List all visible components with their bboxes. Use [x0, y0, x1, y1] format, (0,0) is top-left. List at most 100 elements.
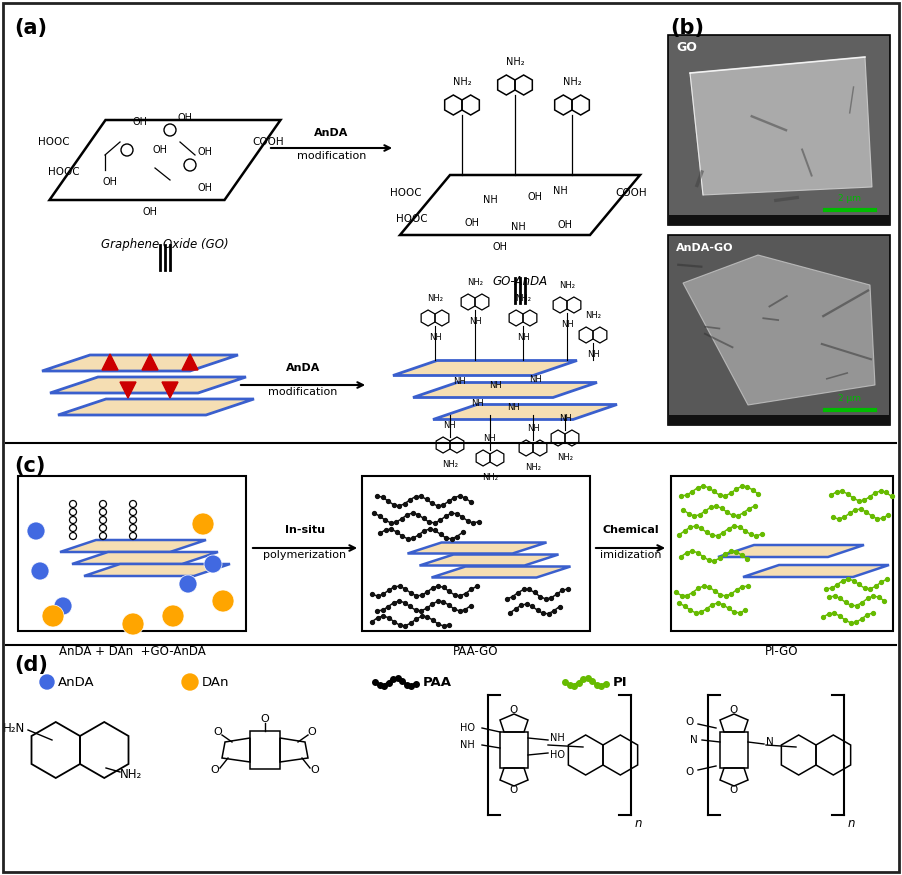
Text: Chemical: Chemical [603, 525, 658, 535]
Polygon shape [431, 566, 570, 578]
Text: NH₂: NH₂ [525, 463, 541, 472]
Polygon shape [413, 382, 597, 397]
Text: NH₂: NH₂ [120, 768, 143, 781]
Text: GO: GO [676, 41, 697, 54]
Text: NH₂: NH₂ [506, 57, 524, 67]
Text: NH: NH [489, 382, 502, 390]
Bar [668, 235, 890, 425]
Polygon shape [120, 382, 136, 398]
Text: HO: HO [550, 750, 565, 760]
Text: NH: NH [507, 403, 520, 412]
Text: O: O [308, 727, 317, 737]
Text: (b): (b) [670, 18, 704, 38]
Text: NH: NH [527, 424, 539, 433]
Circle shape [179, 575, 197, 593]
Text: PI: PI [613, 676, 628, 689]
Polygon shape [419, 555, 558, 565]
Bar [500, 732, 528, 768]
Text: n: n [635, 817, 642, 830]
Text: NH: NH [529, 375, 541, 384]
Circle shape [162, 605, 184, 627]
Text: modification: modification [268, 387, 337, 397]
Bar [362, 476, 590, 631]
Text: NH: NH [511, 222, 525, 232]
Text: HOOC: HOOC [39, 137, 70, 147]
Text: (c): (c) [14, 456, 45, 476]
Text: GO-AnDA: GO-AnDA [492, 275, 548, 288]
Text: AnDA: AnDA [286, 363, 320, 373]
Text: H₂N: H₂N [3, 722, 25, 734]
Polygon shape [102, 354, 118, 370]
Text: COOH: COOH [252, 137, 283, 147]
Text: OH: OH [133, 117, 148, 127]
Text: OH: OH [557, 220, 573, 230]
Text: 2 μm: 2 μm [839, 194, 861, 203]
Text: NH: NH [586, 350, 599, 359]
Text: NH₂: NH₂ [559, 281, 575, 290]
Text: NH₂: NH₂ [482, 473, 498, 482]
Polygon shape [718, 545, 864, 557]
Text: OH: OH [465, 218, 480, 228]
Text: NH: NH [483, 195, 497, 205]
Text: PI-GO: PI-GO [765, 645, 799, 658]
Text: (d): (d) [14, 655, 48, 675]
Text: OH: OH [528, 192, 542, 202]
Polygon shape [182, 354, 198, 370]
Text: NH: NH [428, 333, 441, 342]
Text: OH: OH [103, 177, 117, 187]
Text: imidization: imidization [600, 550, 661, 560]
Text: (a): (a) [14, 18, 47, 38]
Polygon shape [690, 57, 872, 195]
Text: OH: OH [178, 113, 192, 123]
Circle shape [31, 562, 49, 580]
Text: O: O [686, 717, 695, 727]
Text: O: O [261, 714, 270, 724]
Polygon shape [84, 564, 230, 576]
Text: NH: NH [553, 186, 567, 196]
Text: AnDA: AnDA [58, 676, 95, 689]
Text: OH: OH [492, 242, 508, 252]
Text: NH₂: NH₂ [557, 453, 573, 462]
Polygon shape [50, 120, 281, 200]
Circle shape [182, 674, 198, 690]
Circle shape [54, 597, 72, 615]
Circle shape [27, 522, 45, 540]
Text: Graphene Oxide (GO): Graphene Oxide (GO) [101, 238, 229, 251]
Text: NH: NH [558, 414, 571, 423]
Text: n: n [848, 817, 855, 830]
Circle shape [204, 555, 222, 573]
Polygon shape [142, 354, 158, 370]
Text: NH₂: NH₂ [453, 77, 472, 87]
Text: AnDA + DAn  +GO-AnDA: AnDA + DAn +GO-AnDA [59, 645, 206, 658]
Text: OH: OH [198, 147, 213, 157]
Text: HO: HO [460, 723, 475, 733]
Text: OH: OH [198, 183, 213, 193]
Text: N: N [690, 735, 698, 745]
Polygon shape [50, 377, 246, 393]
Polygon shape [683, 255, 875, 405]
Polygon shape [393, 360, 577, 375]
Text: NH: NH [460, 740, 475, 750]
Text: OH: OH [152, 145, 168, 155]
Text: NH₂: NH₂ [515, 294, 531, 303]
Text: polymerization: polymerization [263, 550, 346, 560]
Polygon shape [433, 404, 617, 419]
Text: COOH: COOH [615, 188, 647, 198]
Text: O: O [310, 765, 319, 775]
Text: O: O [211, 765, 219, 775]
Text: In-situ: In-situ [285, 525, 325, 535]
Text: NH: NH [454, 377, 466, 387]
Text: OH: OH [143, 207, 158, 217]
Text: AnDA: AnDA [314, 128, 349, 138]
Polygon shape [162, 382, 178, 398]
Bar [668, 415, 890, 425]
Text: modification: modification [297, 151, 366, 161]
Polygon shape [408, 542, 547, 554]
Text: NH: NH [471, 400, 483, 409]
Text: O: O [730, 705, 738, 715]
Text: N: N [766, 737, 774, 747]
Text: NH: NH [469, 317, 482, 326]
Text: HOOC: HOOC [396, 214, 428, 224]
Polygon shape [60, 540, 206, 552]
Text: NH: NH [444, 421, 456, 430]
